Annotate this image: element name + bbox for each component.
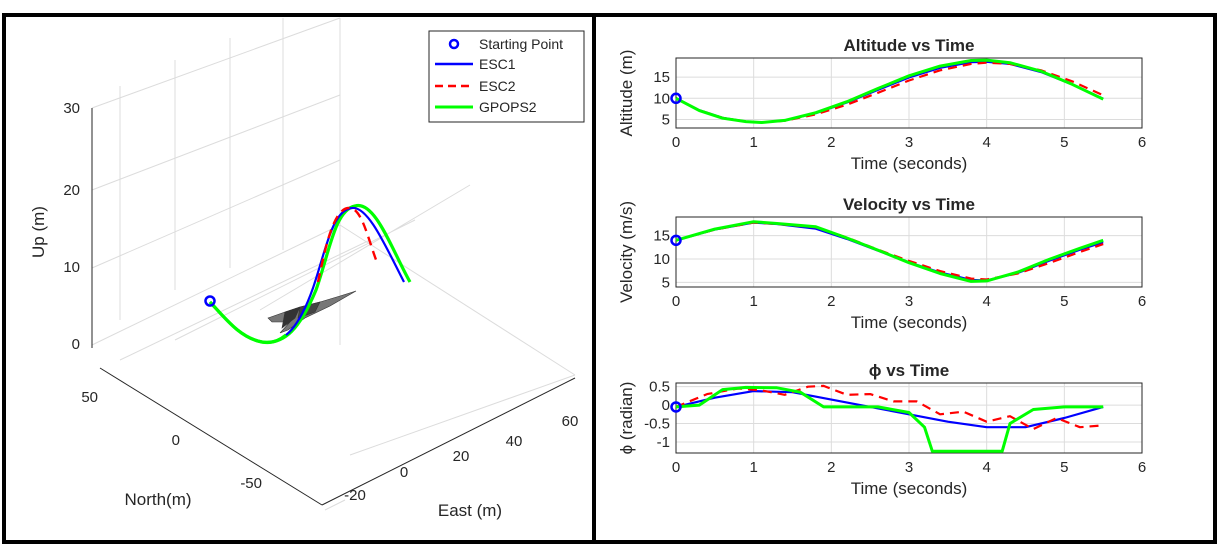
- altitude-x-tick-label: 0: [672, 134, 680, 151]
- altitude-y-tick-label: 15: [653, 69, 670, 86]
- north-tick-2: -50: [240, 475, 262, 492]
- phi-x-tick-label: 1: [749, 459, 757, 476]
- altitude-starting-point-marker: [670, 92, 682, 105]
- east-tick-0: -20: [344, 487, 366, 504]
- legend-label-start: Starting Point: [479, 36, 563, 52]
- z-tick-0: 0: [72, 336, 80, 353]
- phi-y-axis-label: ϕ (radian): [617, 382, 636, 455]
- velocity-x-axis-label: Time (seconds): [851, 313, 968, 332]
- trajectory-gpops2-top: [208, 300, 288, 345]
- east-tick-2: 20: [453, 448, 470, 465]
- velocity-series-esc2: [675, 221, 1104, 281]
- phi-series-esc2: [675, 384, 1104, 431]
- velocity-y-tick-label: 5: [662, 274, 670, 291]
- phi-axes-box: [675, 382, 1143, 454]
- velocity-x-tick-label: 1: [749, 293, 757, 310]
- altitude-x-tick-label: 6: [1138, 134, 1146, 151]
- north-tick-1: 0: [172, 432, 180, 449]
- east-axis-label: East (m): [438, 501, 502, 520]
- phi-series-esc1: [675, 390, 1104, 429]
- phi-series-gpops2: [675, 385, 1104, 453]
- phi-x-tick-label: 2: [827, 459, 835, 476]
- altitude-plot: 0 1 2 3 4 5 6 5 10 15 Altitude vs Time Time (second…: [617, 36, 1146, 173]
- altitude-title: Altitude vs Time: [844, 36, 975, 55]
- axes-3d: [91, 108, 576, 506]
- north-tick-0: 50: [81, 389, 98, 406]
- phi-x-tick-label: 0: [672, 459, 680, 476]
- velocity-x-tick-label: 6: [1138, 293, 1146, 310]
- phi-y-tick-label: 0.5: [649, 379, 670, 396]
- velocity-axes-box: [675, 216, 1143, 288]
- east-tick-3: 40: [506, 433, 523, 450]
- velocity-y-tick-label: 10: [653, 251, 670, 268]
- altitude-x-tick-label: 5: [1060, 134, 1068, 151]
- north-axis-label: North(m): [124, 490, 191, 509]
- phi-x-tick-label: 5: [1060, 459, 1068, 476]
- altitude-x-tick-label: 2: [827, 134, 835, 151]
- legend-label-esc2: ESC2: [479, 78, 516, 94]
- altitude-y-axis-label: Altitude (m): [617, 50, 636, 137]
- velocity-x-tick-label: 4: [982, 293, 990, 310]
- legend-marker-start: [448, 38, 460, 50]
- altitude-x-axis-label: Time (seconds): [851, 154, 968, 173]
- velocity-x-tick-label: 0: [672, 293, 680, 310]
- phi-y-tick-label: -0.5: [644, 416, 670, 433]
- velocity-x-tick-label: 3: [905, 293, 913, 310]
- altitude-x-tick-label: 1: [749, 134, 757, 151]
- grid-3d: [91, 17, 576, 511]
- velocity-plot: 0 1 2 3 4 5 6 5 10 15 Velocity vs Time Time (second…: [617, 195, 1146, 332]
- phi-y-tick-label: -1: [657, 434, 670, 451]
- phi-x-axis-label: Time (seconds): [851, 479, 968, 498]
- altitude-x-tick-label: 3: [905, 134, 913, 151]
- velocity-x-tick-label: 2: [827, 293, 835, 310]
- legend: Starting Point ESC1 ESC2 GPOPS2: [428, 30, 585, 123]
- altitude-x-tick-label: 4: [982, 134, 990, 151]
- east-tick-1: 0: [400, 464, 408, 481]
- legend-label-gpops2: GPOPS2: [479, 99, 537, 115]
- velocity-series-gpops2: [675, 220, 1104, 283]
- phi-x-tick-label: 6: [1138, 459, 1146, 476]
- phi-x-tick-label: 4: [982, 459, 990, 476]
- legend-label-esc1: ESC1: [479, 56, 516, 72]
- velocity-y-axis-label: Velocity (m/s): [617, 201, 636, 303]
- phi-title: ϕ vs Time: [869, 361, 949, 380]
- z-tick-2: 20: [63, 182, 80, 199]
- velocity-x-tick-label: 5: [1060, 293, 1068, 310]
- trajectory-3d-plot: 0 10 20 30 50 0 -50 -20 0 20 40 60 Up (m…: [29, 17, 585, 520]
- altitude-y-tick-label: 5: [662, 112, 670, 129]
- velocity-starting-point-marker: [670, 234, 682, 247]
- starting-point-marker: [204, 295, 216, 307]
- phi-x-tick-label: 3: [905, 459, 913, 476]
- altitude-y-tick-label: 10: [653, 90, 670, 107]
- phi-starting-point-marker: [670, 401, 682, 413]
- velocity-y-tick-label: 15: [653, 228, 670, 245]
- z-tick-1: 10: [63, 259, 80, 276]
- trajectory-esc2: [316, 206, 380, 283]
- phi-y-tick-label: 0: [662, 397, 670, 414]
- z-tick-3: 30: [63, 100, 80, 117]
- z-axis-label: Up (m): [29, 206, 48, 258]
- velocity-title: Velocity vs Time: [843, 195, 975, 214]
- east-tick-4: 60: [562, 413, 579, 430]
- altitude-series-gpops2: [675, 58, 1104, 124]
